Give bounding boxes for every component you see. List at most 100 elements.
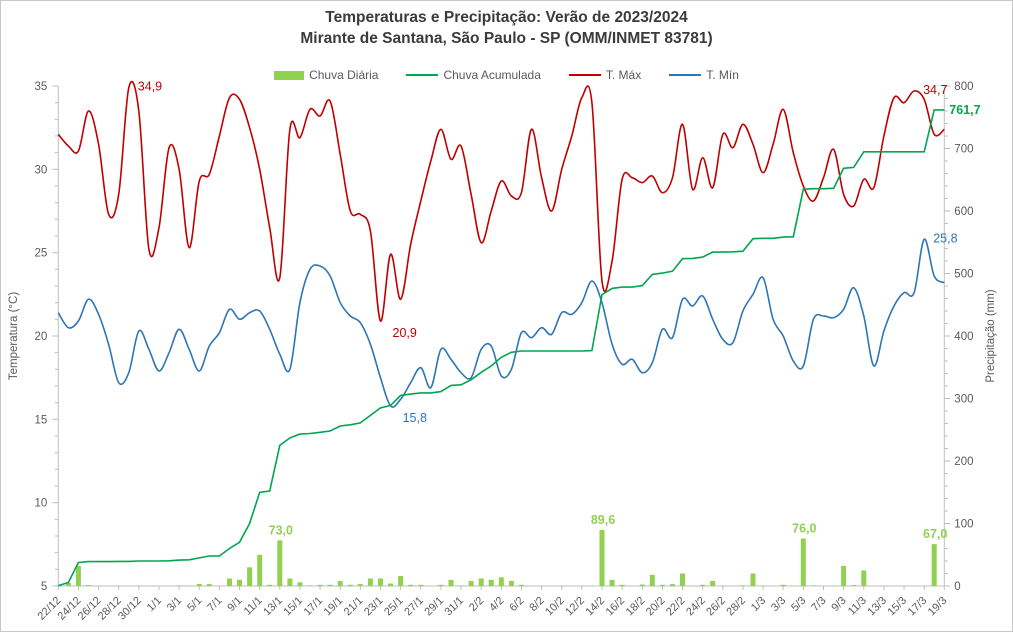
tmin-series	[57, 238, 945, 408]
annotation-76,0: 76,0	[792, 522, 816, 536]
right-tick-label: 100	[954, 519, 973, 531]
rain-bar	[267, 584, 273, 587]
x-tick-label: 23/1	[362, 595, 386, 619]
rain-bar	[599, 530, 605, 586]
legend-line-swatch	[669, 74, 702, 76]
rain-bar	[287, 578, 293, 586]
rain-bar	[418, 584, 424, 587]
rain-bar	[851, 585, 857, 586]
rain-bar	[700, 584, 706, 587]
rain-bar	[257, 554, 263, 587]
rain-bar	[458, 585, 464, 586]
right-tick-label: 700	[954, 144, 973, 156]
right-tick-label: 500	[954, 269, 973, 281]
annotation-761,7: 761,7	[949, 103, 980, 117]
right-tick-label: 200	[954, 456, 973, 468]
x-tick-label: 17/3	[906, 595, 930, 619]
x-tick-label: 13/3	[865, 595, 889, 619]
legend-item-0[interactable]: Chuva Diária	[274, 68, 378, 82]
annotations: 34,9 20,9 34,7 15,8 25,8 761,7 73,0 89,6 76,0 67,…	[138, 80, 981, 541]
rain-bar	[810, 585, 816, 586]
legend-line-swatch	[568, 74, 601, 76]
right-tick-label: 400	[954, 331, 973, 343]
rain-bar	[65, 582, 71, 586]
x-tick-label: 2/2	[467, 595, 486, 614]
right-tick-label: 0	[954, 581, 960, 593]
rain-bar	[931, 544, 937, 586]
right-tick-label: 800	[954, 81, 973, 93]
rain-bar	[357, 584, 363, 586]
rain-bar	[307, 585, 313, 586]
rain-bar	[86, 585, 91, 586]
rain-bar	[478, 578, 484, 586]
legend-item-2[interactable]: T. Máx	[568, 68, 641, 82]
x-tick-label: 18/2	[624, 595, 648, 619]
rain-bar	[750, 573, 756, 586]
rain-bar	[780, 584, 786, 587]
rain-bar	[841, 566, 847, 586]
rain-bar	[488, 579, 494, 587]
x-tick-label: 5/3	[789, 595, 808, 614]
legend-label: Chuva Acumulada	[443, 68, 541, 82]
rain-bar	[438, 584, 444, 587]
tmin-line	[57, 238, 945, 408]
x-tick-label: 3/1	[165, 595, 184, 614]
rain-bar	[408, 584, 414, 587]
rain-bar	[609, 579, 615, 587]
rain-bars	[55, 530, 937, 587]
x-tick-label: 16/2	[604, 595, 628, 619]
rain-bar	[378, 578, 383, 586]
rain-bar	[670, 584, 675, 586]
legend-item-1[interactable]: Chuva Acumulada	[406, 68, 541, 82]
annotation-67,0: 67,0	[923, 527, 947, 541]
rain-bar	[649, 574, 655, 587]
x-tick-label: 10/2	[543, 595, 567, 619]
axes	[57, 86, 945, 587]
x-tick-label: 13/1	[261, 595, 285, 619]
rain-bar	[176, 585, 182, 586]
right-tick-label: 600	[954, 206, 973, 218]
left-axis-title: Temperatura (°C)	[8, 292, 20, 380]
right-axis: 0 100 200 300 400 500 600 700 800 Precipitação (m…	[944, 81, 997, 593]
left-tick-label: 20	[35, 331, 48, 343]
annotation-89,6: 89,6	[591, 513, 615, 527]
left-tick-label: 30	[35, 164, 48, 176]
right-axis-title: Precipitação (mm)	[985, 289, 997, 382]
rain-bar	[398, 576, 404, 586]
x-tick-label: 20/2	[644, 595, 668, 619]
right-tick-label: 300	[954, 394, 973, 406]
chart-title: Temperaturas e Precipitação: Verão de 20…	[325, 9, 688, 26]
x-tick-label: 15/3	[885, 595, 909, 619]
x-tick-label: 9/1	[225, 595, 244, 614]
x-tick-label: 1/1	[145, 595, 164, 614]
x-tick-label: 19/1	[322, 595, 346, 619]
annotation-34,9: 34,9	[138, 80, 162, 94]
rain-bar	[206, 584, 212, 586]
rain-bar	[861, 570, 867, 586]
x-tick-label: 27/1	[402, 595, 426, 619]
rain-bar	[227, 578, 232, 586]
rain-bar	[388, 583, 394, 586]
x-tick-label: 6/2	[507, 595, 526, 614]
rain-bar	[498, 577, 504, 587]
x-tick-label: 31/1	[442, 595, 466, 619]
legend-item-3[interactable]: T. Mín	[669, 68, 739, 82]
rain-bar	[518, 584, 524, 587]
x-tick-label: 3/3	[769, 595, 788, 614]
chart-header: Temperaturas e Precipitação: Verão de 20…	[1, 7, 1012, 49]
annotation-20,9: 20,9	[393, 326, 417, 340]
annotation-15,8: 15,8	[403, 411, 427, 425]
tmax-line	[57, 80, 945, 322]
rain-bar	[740, 585, 746, 586]
x-tick-label: 19/3	[926, 595, 950, 619]
x-tick-label: 30/12	[116, 595, 144, 623]
accumulated-line	[58, 109, 945, 587]
left-tick-label: 25	[35, 248, 48, 260]
rain-bar	[619, 584, 625, 587]
x-tick-label: 14/2	[583, 595, 607, 619]
rain-bar	[800, 538, 806, 586]
tmax-series	[57, 80, 945, 322]
x-tick-label: 24/2	[684, 595, 708, 619]
